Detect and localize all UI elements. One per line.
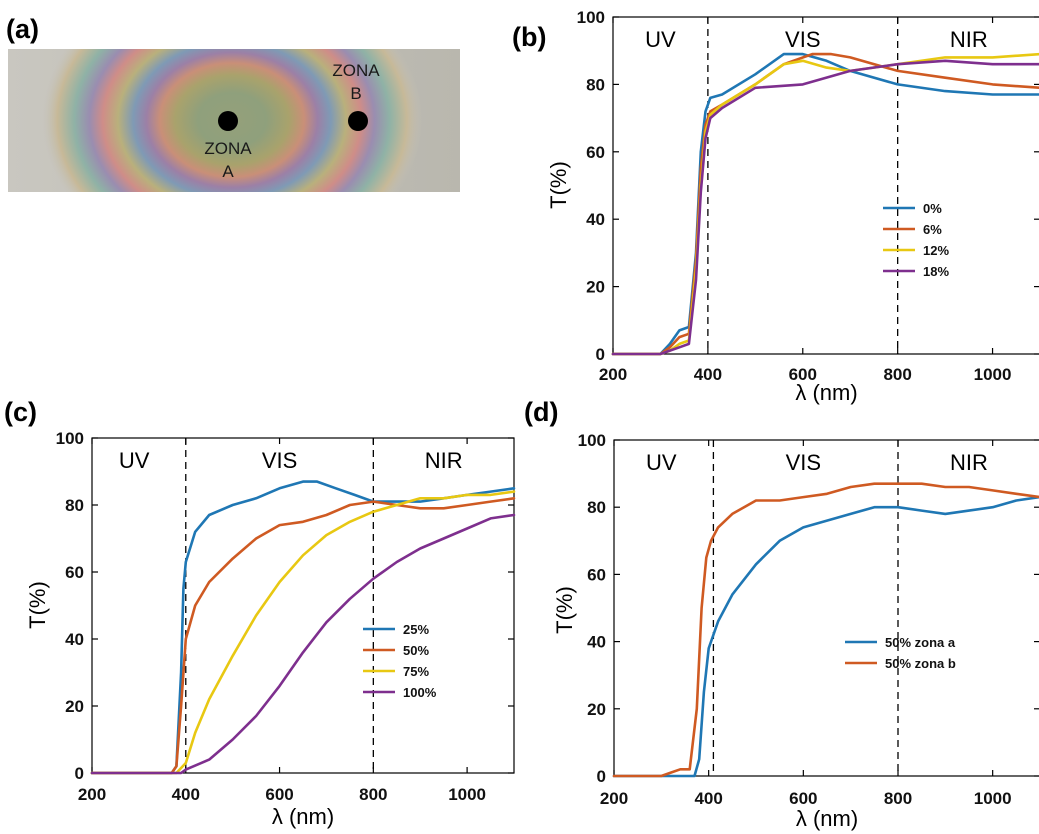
region-label: NIR [950,27,988,52]
plot-frame [91,437,515,774]
y-tick-label: 100 [56,429,84,448]
y-axis-label: T(%) [546,161,571,209]
panel-label: (b) [512,22,546,52]
y-tick-label: 60 [587,565,606,584]
y-tick-label: 40 [65,630,84,649]
y-tick-label: 100 [577,8,605,27]
y-tick-label: 80 [587,498,606,517]
x-tick-label: 1000 [974,789,1012,808]
region-label: UV [645,27,676,52]
legend-label: 25% [403,622,429,637]
region-label: UV [646,450,677,475]
x-tick-label: 200 [600,789,628,808]
y-tick-label: 80 [65,496,84,515]
x-tick-label: 600 [789,789,817,808]
zone-a-label-line1: ZONA [204,139,252,158]
x-tick-label: 200 [599,365,627,384]
zone-a-marker [218,111,238,131]
zone-b-label-line2: B [350,84,361,103]
series-line [611,52,1039,356]
chart-panel-d: (d) 0 20 40 60 80 100 200 400 600 800 1000 λ (nm) T(%… [524,397,1039,831]
zone-b-label-line1: ZONA [332,61,380,80]
y-tick-label: 0 [75,764,84,783]
series-line [612,482,1039,778]
region-label: VIS [262,448,297,473]
y-tick-label: 60 [65,563,84,582]
y-axis-label: T(%) [552,586,577,634]
x-tick-label: 800 [884,789,912,808]
x-tick-label: 400 [694,365,722,384]
region-label: VIS [785,27,820,52]
legend-label: 0% [923,201,942,216]
panel-label: (d) [524,397,558,427]
chart-panel-b: (b) 0 20 40 60 80 100 200 400 600 800 1000 λ (nm) T(%… [512,8,1039,405]
series-line [611,52,1039,356]
region-label: NIR [950,450,988,475]
y-tick-label: 80 [586,75,605,94]
panel-label: (c) [4,397,37,427]
region-label: NIR [425,448,463,473]
x-tick-label: 1000 [974,365,1012,384]
legend-label: 6% [923,222,942,237]
series-line [90,480,516,775]
photo-panel: (a) ZONA A ZONA B [6,14,460,192]
y-tick-label: 20 [586,278,605,297]
legend-label: 100% [403,685,437,700]
x-tick-label: 200 [78,785,106,804]
y-tick-label: 40 [587,633,606,652]
chart-panel-c: (c) 0 20 40 60 80 100 200 400 600 800 1000 λ (nm) T(%… [4,397,516,829]
y-tick-label: 20 [587,700,606,719]
y-tick-label: 60 [586,143,605,162]
x-tick-label: 600 [265,785,293,804]
zone-b-marker [348,111,368,131]
region-label: UV [119,448,150,473]
x-axis-label: λ (nm) [796,806,858,831]
legend-label: 12% [923,243,949,258]
legend-label: 75% [403,664,429,679]
y-axis-label: T(%) [25,581,50,629]
panel-label-a: (a) [6,14,39,44]
series-line [90,490,516,775]
legend-label: 50% [403,643,429,658]
series-line [611,59,1039,356]
x-axis-label: λ (nm) [272,804,334,829]
series-line [612,495,1039,778]
series-line [90,497,516,775]
series-line [611,52,1039,356]
y-tick-label: 40 [586,210,605,229]
y-tick-label: 0 [597,767,606,786]
plot-frame [612,16,1039,355]
x-tick-label: 800 [359,785,387,804]
x-tick-label: 800 [883,365,911,384]
region-label: VIS [786,450,821,475]
legend-label: 18% [923,264,949,279]
series-line [90,513,516,775]
legend-label: 50% zona a [885,635,956,650]
zone-a-label-line2: A [222,162,234,181]
legend-label: 50% zona b [885,656,956,671]
y-tick-label: 20 [65,697,84,716]
x-tick-label: 400 [172,785,200,804]
interference-rings [42,49,422,192]
y-tick-label: 100 [578,431,606,450]
x-tick-label: 600 [789,365,817,384]
plot-frame [613,439,1039,777]
y-tick-label: 0 [596,345,605,364]
x-tick-label: 400 [694,789,722,808]
x-tick-label: 1000 [448,785,486,804]
x-axis-label: λ (nm) [795,380,857,405]
